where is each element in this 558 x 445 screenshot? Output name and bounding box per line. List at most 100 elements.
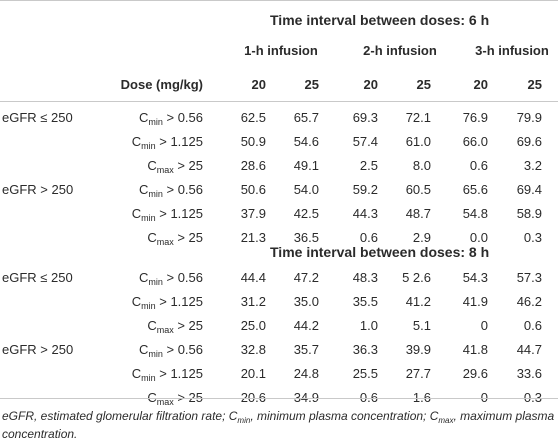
row-parameter: Cmin > 1.125	[90, 366, 203, 383]
parameter-subscript: min	[141, 373, 156, 383]
table-cell: 20.6	[240, 390, 266, 405]
row-parameter: Cmax > 25	[90, 318, 203, 335]
parameter-symbol: C	[131, 294, 142, 309]
table-cell: 54.0	[293, 182, 319, 197]
dose-header: 25	[304, 77, 319, 92]
table-cell: 31.2	[240, 294, 266, 309]
parameter-symbol: C	[138, 110, 149, 125]
table-cell: 41.8	[462, 342, 488, 357]
row-group-label: eGFR > 250	[2, 182, 74, 197]
table-cell: 66.0	[462, 134, 488, 149]
table-cell: 72.1	[405, 110, 431, 125]
table-cell: 44.2	[293, 318, 319, 333]
table-cell: 46.2	[516, 294, 542, 309]
table-cell: 0	[448, 391, 488, 404]
parameter-subscript: min	[148, 349, 163, 359]
table-cell: 5 2.6	[402, 270, 431, 285]
table-cell: 25.0	[240, 318, 266, 333]
table-cell: 61.0	[405, 134, 431, 149]
table-cell: 0.0	[469, 230, 488, 245]
table-cell: 0.6	[523, 318, 542, 333]
table-cell: 27.7	[405, 366, 431, 381]
table-cell: 44.4	[240, 270, 266, 285]
parameter-symbol: C	[131, 134, 142, 149]
dose-header: 20	[251, 77, 266, 92]
table-cell: 39.9	[405, 342, 431, 357]
table-cell: 59.2	[352, 182, 378, 197]
table-cell: 62.5	[240, 110, 266, 125]
table-cell: 28.6	[240, 158, 266, 173]
infusion-header-2h: 2-h infusion	[363, 43, 437, 58]
row-group-label: eGFR > 250	[2, 342, 74, 357]
table-cell: 35.0	[293, 294, 319, 309]
dose-header: 25	[416, 77, 431, 92]
group-title-6h: Time interval between doses: 6 h	[270, 12, 490, 28]
table-cell: 49.1	[293, 158, 319, 173]
table-cell: 24.8	[293, 366, 319, 381]
parameter-subscript: max	[156, 325, 174, 335]
table-cell: 2.9	[412, 230, 431, 245]
row-parameter: Cmin > 1.125	[90, 206, 203, 223]
parameter-subscript: min	[148, 277, 163, 287]
table-cell: 50.6	[240, 182, 266, 197]
table-cell: 48.7	[405, 206, 431, 221]
table-cell: 37.9	[240, 206, 266, 221]
table-cell: 0.6	[469, 158, 488, 173]
bottom-rule	[0, 398, 558, 399]
parameter-threshold: > 1.125	[155, 366, 203, 381]
parameter-threshold: > 25	[173, 158, 203, 173]
row-parameter: Cmax > 25	[90, 230, 203, 247]
table-cell: 36.3	[352, 342, 378, 357]
parameter-subscript: min	[148, 189, 163, 199]
table-cell: 0.3	[523, 230, 542, 245]
parameter-threshold: > 0.56	[162, 110, 203, 125]
table-cell: 34.9	[293, 390, 319, 405]
row-parameter: Cmax > 25	[90, 158, 203, 175]
table-cell: 20.1	[240, 366, 266, 381]
parameter-threshold: > 1.125	[155, 134, 203, 149]
table-cell: 5.1	[412, 318, 431, 333]
parameter-symbol: C	[138, 270, 149, 285]
dose-header: 25	[527, 77, 542, 92]
parameter-subscript: min	[141, 141, 156, 151]
table-cell: 57.4	[352, 134, 378, 149]
infusion-header-3h: 3-h infusion	[475, 43, 549, 58]
row-parameter: Cmin > 1.125	[90, 134, 203, 151]
table-cell: 69.4	[516, 182, 542, 197]
table-cell: 41.2	[405, 294, 431, 309]
row-parameter: Cmax > 25	[90, 391, 203, 407]
row-parameter: Cmin > 0.56	[90, 182, 203, 199]
table-cell: 69.6	[516, 134, 542, 149]
parameter-threshold: > 0.56	[162, 270, 203, 285]
parameter-threshold: > 1.125	[155, 206, 203, 221]
parameter-symbol: C	[138, 342, 149, 357]
parameter-threshold: > 1.125	[155, 294, 203, 309]
table-cell: 0.6	[359, 390, 378, 405]
table-cell: 41.9	[462, 294, 488, 309]
row-parameter: Cmin > 0.56	[90, 342, 203, 359]
parameter-subscript: max	[156, 237, 174, 247]
row-group-label: eGFR ≤ 250	[2, 110, 73, 125]
parameter-subscript: min	[148, 117, 163, 127]
table-cell: 0.6	[359, 230, 378, 245]
table-cell: 54.8	[462, 206, 488, 221]
parameter-threshold: > 25	[173, 318, 203, 333]
table-cell: 57.3	[516, 270, 542, 285]
row-parameter: Cmin > 1.125	[90, 294, 203, 311]
table-cell: 0	[480, 318, 488, 333]
table-cell: 79.9	[516, 110, 542, 125]
parameter-subscript: max	[156, 165, 174, 175]
table-cell: 58.9	[516, 206, 542, 221]
table-cell: 1.0	[359, 318, 378, 333]
parameter-symbol: C	[138, 182, 149, 197]
table-cell: 0.3	[523, 390, 542, 405]
table-cell: 65.6	[462, 182, 488, 197]
table-cell: 21.3	[240, 230, 266, 245]
table-cell: 35.7	[293, 342, 319, 357]
parameter-threshold: > 25	[173, 230, 203, 245]
table-cell: 36.5	[293, 230, 319, 245]
table-cell: 33.6	[516, 366, 542, 381]
parameter-symbol: C	[131, 206, 142, 221]
table-cell: 54.6	[293, 134, 319, 149]
parameter-symbol: C	[147, 158, 157, 173]
